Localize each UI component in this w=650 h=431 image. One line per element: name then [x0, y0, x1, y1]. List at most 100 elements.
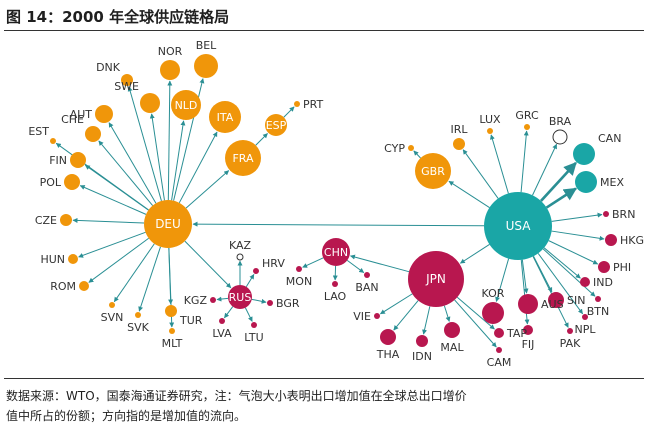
- node-bgr: [267, 300, 273, 306]
- label-pol: POL: [40, 176, 62, 189]
- title-rule: [4, 30, 644, 31]
- label-usa: USA: [506, 219, 532, 233]
- label-ltu: LTU: [244, 331, 263, 344]
- figure-title: 图 14：2000 年全球供应链格局: [6, 8, 230, 26]
- node-grc: [524, 124, 530, 130]
- edge-deu-swe: [149, 113, 165, 201]
- edge-deu-dnk: [127, 86, 162, 202]
- edge-usa-hkg: [551, 230, 605, 241]
- label-hkg: HKG: [620, 234, 644, 247]
- source-note: 数据来源：WTO，国泰海通证券研究，注：气泡大小表明出口增加值在全球总出口增价 …: [6, 386, 642, 426]
- label-lux: LUX: [479, 113, 501, 126]
- label-aus: AUS: [541, 298, 564, 311]
- edge-deu-ita: [178, 131, 218, 204]
- edge-layer: [55, 78, 605, 348]
- label-jpn: JPN: [425, 272, 446, 286]
- label-vie: VIE: [353, 310, 371, 323]
- node-jpn: [408, 251, 464, 307]
- edge-usa-bra: [532, 143, 558, 196]
- label-rom: ROM: [50, 280, 76, 293]
- node-che: [85, 126, 101, 142]
- edge-esp-prt: [283, 106, 295, 118]
- label-kor: KOR: [482, 287, 505, 300]
- node-sin: [548, 292, 564, 308]
- label-mlt: MLT: [162, 337, 183, 350]
- node-pak: [567, 328, 573, 334]
- label-nor: NOR: [158, 45, 183, 58]
- label-prt: PRT: [303, 98, 323, 111]
- label-bgr: BGR: [276, 297, 300, 310]
- node-deu: [144, 200, 192, 248]
- node-hkg: [605, 234, 617, 246]
- node-esp: [265, 114, 287, 136]
- node-cyp: [408, 145, 414, 151]
- label-fra: FRA: [232, 152, 254, 165]
- edge-jpn-vie: [379, 293, 413, 315]
- edge-usa-can: [540, 161, 577, 202]
- node-ban: [364, 272, 370, 278]
- node-mal: [444, 322, 460, 338]
- label-lao: LAO: [324, 290, 347, 303]
- node-ita: [209, 101, 241, 133]
- edge-rus-kgz: [216, 296, 229, 302]
- edge-deu-fra: [185, 170, 230, 209]
- node-ind: [580, 277, 590, 287]
- edge-usa-sin: [533, 256, 553, 293]
- edge-chn-mon: [302, 257, 324, 268]
- node-kgz: [210, 297, 216, 303]
- edge-deu-hun: [78, 231, 146, 258]
- node-nld: [171, 90, 201, 120]
- label-cze: CZE: [35, 214, 57, 227]
- edge-gbr-cyp: [413, 150, 421, 159]
- node-usa: [484, 192, 552, 260]
- node-est: [50, 138, 56, 144]
- label-btn: BTN: [587, 305, 610, 318]
- node-cam: [496, 347, 502, 353]
- node-tap: [494, 328, 504, 338]
- label-pak: PAK: [560, 337, 581, 350]
- node-lao: [332, 281, 338, 287]
- edge-rus-ltu: [244, 307, 253, 322]
- edge-deu-svk: [138, 246, 161, 312]
- label-cam: CAM: [487, 356, 512, 369]
- edge-jpn-chn: [349, 254, 410, 273]
- node-ltu: [251, 322, 257, 328]
- source-rule: [4, 378, 644, 379]
- label-brn: BRN: [612, 208, 635, 221]
- edge-usa-deu: [192, 221, 485, 227]
- edge-usa-kor: [495, 258, 510, 302]
- label-irl: IRL: [450, 123, 468, 136]
- node-swe: [140, 93, 160, 113]
- node-pol: [64, 174, 80, 190]
- edge-jpn-cam: [454, 299, 497, 348]
- label-fin: FIN: [49, 154, 67, 167]
- node-kor: [482, 302, 504, 324]
- label-nld: NLD: [175, 99, 198, 112]
- edge-usa-ind: [543, 247, 581, 279]
- edge-usa-aus: [521, 259, 529, 294]
- edge-usa-gbr: [448, 180, 490, 208]
- label-deu: DEU: [155, 217, 181, 231]
- label-bel: BEL: [196, 39, 217, 52]
- node-lux: [487, 128, 493, 134]
- node-hrv: [253, 268, 259, 274]
- node-bra: [552, 129, 568, 145]
- edge-rus-hrv: [245, 273, 255, 288]
- node-vie: [374, 313, 380, 319]
- node-prt: [294, 101, 300, 107]
- label-mal: MAL: [440, 341, 464, 354]
- node-fra: [225, 140, 261, 176]
- label-mex: MEX: [600, 176, 624, 189]
- node-can: [573, 143, 595, 165]
- edge-deu-svn: [113, 243, 155, 303]
- edge-jpn-mal: [443, 305, 451, 322]
- source-line-2: 值中所占的份额；方向指的是增加值的流向。: [6, 409, 247, 423]
- node-bel: [194, 54, 218, 78]
- node-mlt: [169, 328, 175, 334]
- label-npl: NPL: [575, 323, 597, 336]
- node-aus: [518, 294, 538, 314]
- node-phi: [598, 261, 610, 273]
- node-mon: [296, 266, 302, 272]
- edge-rus-bgr: [251, 298, 267, 304]
